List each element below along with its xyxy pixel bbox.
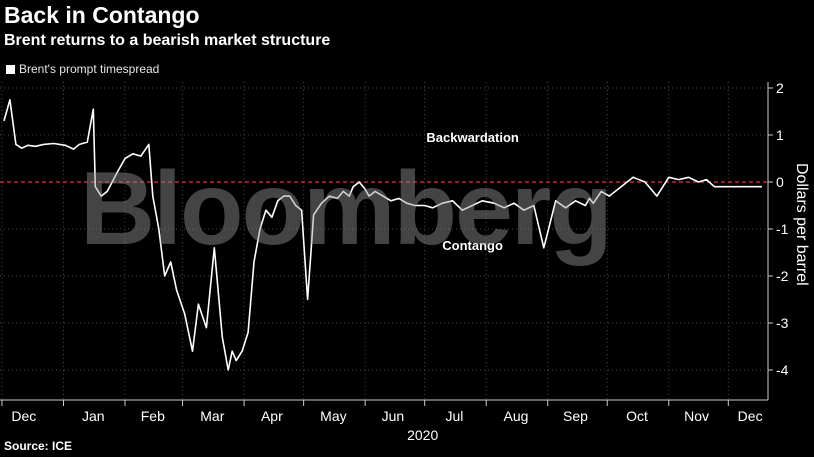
x-tick-label: Dec [11, 408, 36, 424]
x-axis-label: 2020 [407, 427, 438, 443]
y-tick-label: 0 [776, 174, 784, 190]
annotation-backwardation: Backwardation [426, 130, 519, 145]
legend-label: Brent's prompt timespread [19, 62, 160, 76]
x-tick-label: Feb [141, 408, 165, 424]
y-tick-label: 2 [776, 80, 784, 96]
x-tick-label: Jan [82, 408, 105, 424]
legend: Brent's prompt timespread [6, 62, 159, 76]
source-note: Source: ICE [4, 439, 73, 453]
x-tick-label: Jul [445, 408, 463, 424]
x-tick-label: Dec [738, 408, 763, 424]
x-tick-label: Sep [563, 408, 588, 424]
x-tick-label: Mar [200, 408, 224, 424]
y-axis-label: Dollars per barrel [793, 163, 810, 286]
x-tick-label: Aug [504, 408, 529, 424]
x-tick-label: May [320, 408, 346, 424]
legend-swatch [6, 64, 15, 74]
y-tick-label: -3 [776, 315, 789, 331]
y-tick-label: 1 [776, 127, 784, 143]
x-tick-label: Apr [261, 408, 283, 424]
x-tick-label: Oct [626, 408, 648, 424]
chart-title: Back in Contango [4, 2, 200, 28]
y-tick-label: -4 [776, 362, 789, 378]
series-line-brent-timespread [3, 99, 762, 371]
chart-subtitle: Brent returns to a bearish market struct… [4, 32, 331, 49]
x-tick-label: Nov [684, 408, 709, 424]
annotation-contango: Contango [442, 238, 503, 253]
y-tick-label: -2 [776, 268, 789, 284]
y-tick-label: -1 [776, 221, 789, 237]
x-tick-label: Jun [382, 408, 405, 424]
